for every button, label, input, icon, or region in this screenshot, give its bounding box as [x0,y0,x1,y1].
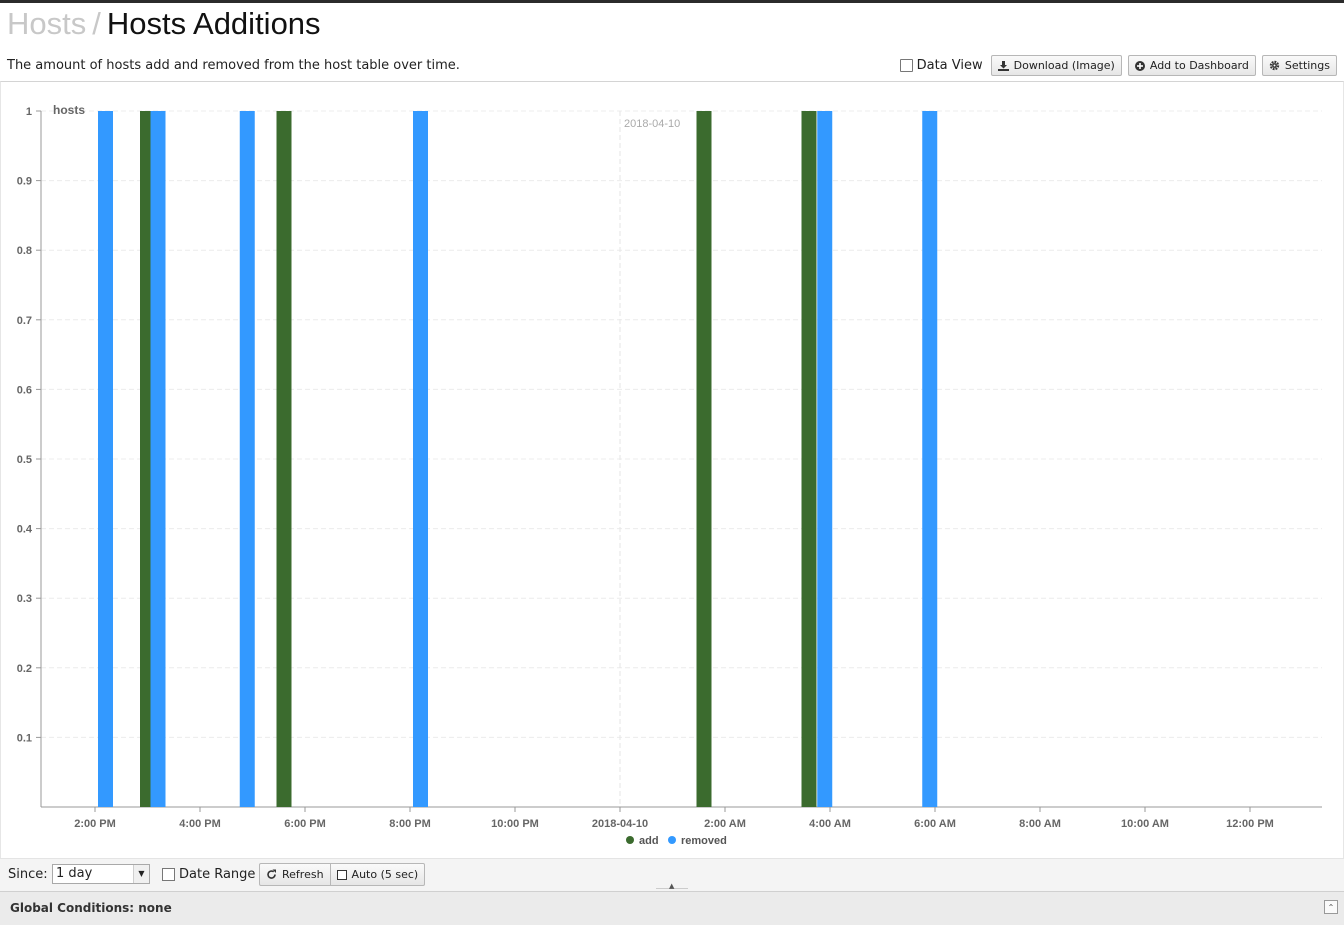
add-to-dashboard-label: Add to Dashboard [1149,59,1249,72]
y-tick-label: 1 [26,106,32,118]
hosts-additions-chart: hosts 2018-04-10 0.1 0.2 0.3 0.4 0.5 0.6 0.7 0.… [17,103,1322,847]
resize-handle[interactable]: ▲ [656,882,688,893]
caret-up-icon: ▲ [669,882,675,890]
checkbox-icon [336,869,347,880]
bar-removed[interactable] [413,111,428,807]
day-marker-label: 2018-04-10 [624,118,680,130]
date-range-checkbox[interactable] [162,868,175,881]
global-conditions-label: Global Conditions: none [10,901,172,915]
y-tick-label: 0.4 [17,524,33,536]
add-to-dashboard-button[interactable]: Add to Dashboard [1127,55,1256,76]
date-range-toggle[interactable]: Date Range [162,867,255,882]
download-image-button[interactable]: Download (Image) [990,55,1122,76]
y-tick-label: 0.2 [17,663,32,675]
bar-add[interactable] [696,111,712,807]
bar-removed[interactable] [239,111,255,807]
page-title: Hosts / Hosts Additions [7,6,321,42]
auto-refresh-button[interactable]: Auto (5 sec) [330,863,426,886]
settings-label: Settings [1284,59,1330,72]
x-tick-label: 10:00 PM [491,818,539,830]
x-tick-label: 6:00 PM [284,818,326,830]
gear-icon [1269,60,1280,71]
data-view-label: Data View [916,58,983,73]
x-tick-label: 12:00 PM [1226,818,1274,830]
chevron-down-icon[interactable]: ▼ [133,865,149,883]
x-tick-label: 4:00 PM [179,818,221,830]
legend-label-add[interactable]: add [639,835,659,847]
chart-grid [41,110,1322,807]
x-tick-label: 4:00 AM [809,818,851,830]
x-tick-label: 2:00 PM [74,818,116,830]
bar-add[interactable] [276,111,292,807]
x-tick-label: 2:00 AM [704,818,746,830]
page-description: The amount of hosts add and removed from… [7,58,460,73]
y-tick-label: 0.6 [17,384,32,396]
chart-bars [98,111,938,807]
bar-removed[interactable] [922,111,938,807]
legend-label-removed[interactable]: removed [681,835,727,847]
since-value: 1 day [56,866,93,881]
x-tick-label: 8:00 PM [389,818,431,830]
breadcrumb-hosts[interactable]: Hosts [7,6,87,41]
global-conditions-bar[interactable]: Global Conditions: none ⌃ [0,891,1344,925]
since-label: Since: [8,867,48,882]
breadcrumb-current: Hosts Additions [106,6,321,41]
top-border [0,0,1344,3]
chart-axes: hosts 2018-04-10 0.1 0.2 0.3 0.4 0.5 0.6 0.7 0.… [17,103,1322,830]
bar-add[interactable] [801,111,817,807]
refresh-label: Refresh [282,868,324,881]
bar-removed[interactable] [817,111,833,807]
legend-swatch-removed [668,836,676,844]
y-tick-label: 0.9 [17,176,32,188]
x-tick-label: 6:00 AM [914,818,956,830]
y-tick-label: 0.3 [17,593,32,605]
y-tick-label: 0.8 [17,245,32,257]
x-tick-label: 2018-04-10 [592,818,648,830]
auto-refresh-label: Auto (5 sec) [351,868,419,881]
date-range-label: Date Range [179,867,256,882]
y-tick-label: 0.1 [17,732,32,744]
y-tick-label: 0.5 [17,454,32,466]
y-axis-label: hosts [53,103,85,117]
breadcrumb-separator: / [92,6,101,41]
refresh-button[interactable]: Refresh [259,863,331,886]
bar-removed[interactable] [150,111,166,807]
bar-removed[interactable] [98,111,113,807]
refresh-group: Refresh Auto (5 sec) [259,863,426,886]
since-select[interactable]: 1 day ▼ [52,864,150,884]
collapse-icon[interactable]: ⌃ [1324,900,1338,914]
download-icon [997,60,1009,71]
download-label: Download (Image) [1013,59,1115,72]
x-tick-label: 10:00 AM [1121,818,1169,830]
x-tick-label: 8:00 AM [1019,818,1061,830]
data-view-toggle[interactable]: Data View [899,58,983,73]
refresh-icon [266,869,277,880]
chart-legend: add removed [626,835,727,847]
time-controls: Since: 1 day ▼ Date Range Refresh Auto (… [0,858,1344,891]
chart-toolbar: Data View Download (Image) Add to Dashbo… [899,55,1337,76]
data-view-checkbox[interactable] [899,59,913,72]
y-tick-label: 0.7 [17,315,32,327]
plus-circle-icon [1134,60,1145,71]
legend-swatch-add [626,836,634,844]
settings-button[interactable]: Settings [1261,55,1337,76]
